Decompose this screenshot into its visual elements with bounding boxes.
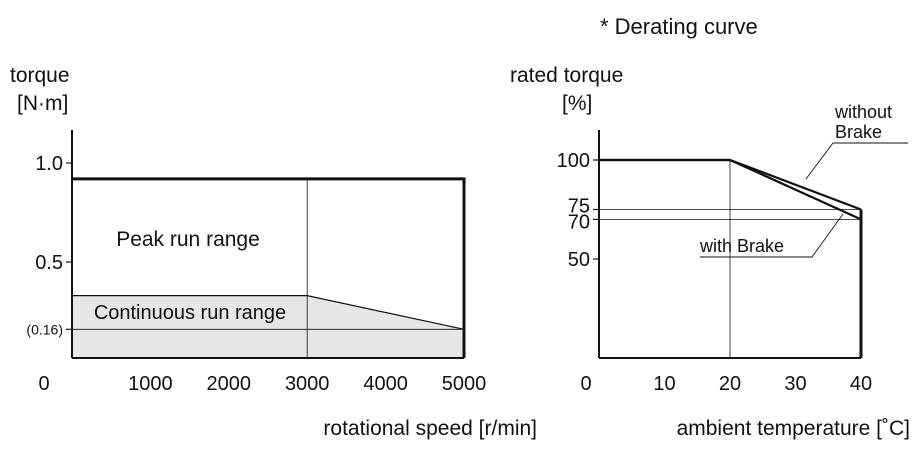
left-x-tick-label: 2000 (207, 373, 252, 395)
series-with-brake (599, 158, 862, 221)
right-xlabel: ambient temperature [˚C] (677, 417, 910, 440)
torque-speed-chart: torque [N·m] 0 rotational speed [r/min] … (10, 64, 537, 440)
left-x-tick-label: 5000 (442, 373, 487, 395)
right-x-tick-label: 40 (850, 373, 872, 395)
continuous-range-label: Continuous run range (94, 302, 286, 324)
peak-range-boundary (72, 177, 466, 358)
derating-chart: rated torque [%] 0 ambient temperature [… (510, 64, 910, 440)
right-x-tick-label: 20 (719, 373, 741, 395)
annotation-without-brake-line2: Brake (835, 122, 882, 142)
peak-range-label: Peak run range (116, 228, 260, 251)
left-y-tick-label: 0.5 (35, 252, 63, 274)
annotation-without-brake-leader (805, 142, 908, 180)
right-x-tick-label: 10 (653, 373, 675, 395)
annotation-without-brake-line1: without (834, 102, 892, 122)
left-ylabel-line1: torque (10, 64, 70, 87)
right-origin-label: 0 (580, 373, 591, 395)
left-plot-area: 1.0 0.5 (0.16) 1000 2000 3000 4000 5000 Peak run… (26, 130, 486, 395)
right-y-tick-label: 75 (568, 196, 590, 218)
left-ylabel-line2: [N·m] (17, 92, 68, 115)
continuous-range-fill (72, 295, 464, 358)
right-x-tick-label: 30 (784, 373, 806, 395)
left-x-tick-label: 1000 (128, 373, 173, 395)
right-y-tick-label: 70 (568, 211, 590, 233)
annotation-with-brake: with Brake (699, 236, 784, 256)
right-y-tick-label: 100 (557, 150, 590, 172)
left-x-tick-label: 3000 (285, 373, 330, 395)
left-origin-label: 0 (38, 373, 49, 395)
left-xlabel: rotational speed [r/min] (323, 417, 537, 440)
right-ylabel-line1: rated torque (510, 64, 623, 87)
left-x-tick-label: 4000 (363, 373, 408, 395)
annotation-with-brake-leader (700, 213, 844, 258)
left-y-tick-label: (0.16) (26, 321, 63, 337)
right-y-tick-label: 50 (568, 249, 590, 271)
derating-note: * Derating curve (600, 14, 758, 39)
right-ylabel-line2: [%] (562, 92, 592, 115)
left-y-tick-label: 1.0 (35, 153, 63, 175)
